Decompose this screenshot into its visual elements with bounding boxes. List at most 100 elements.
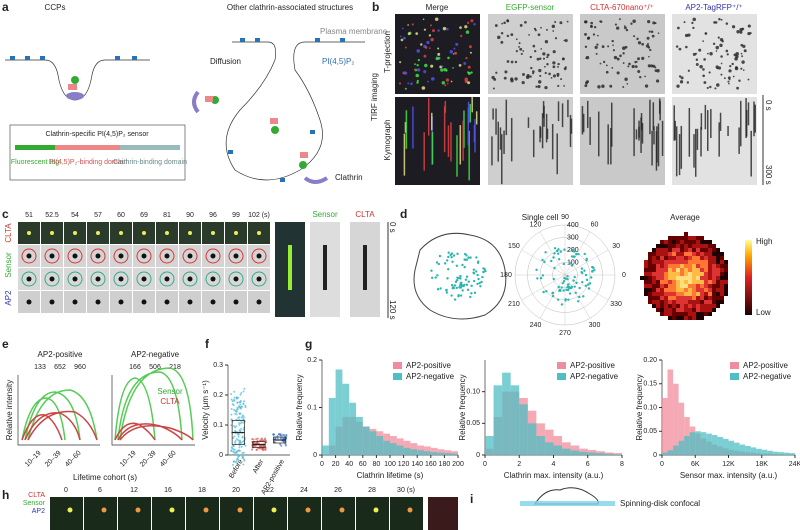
dot: [567, 298, 570, 301]
puncta: [584, 32, 587, 36]
heat-cell: [664, 260, 668, 264]
puncta: [742, 44, 746, 48]
x-tick-label: 8: [620, 461, 624, 468]
dot: [467, 280, 470, 283]
x-tick-label: 140: [411, 461, 423, 468]
heat-cell: [680, 252, 684, 256]
puncta: [27, 231, 31, 235]
puncta: [680, 76, 684, 80]
puncta: [631, 64, 635, 69]
dot: [481, 275, 484, 279]
puncta: [637, 57, 640, 61]
puncta: [525, 75, 530, 80]
angle-label: 240: [530, 322, 542, 329]
heat-cell: [684, 248, 688, 252]
heat-cell: [680, 256, 684, 260]
point: [239, 407, 242, 410]
puncta: [210, 253, 216, 259]
kymo-streak: [551, 124, 554, 160]
heat-cell: [712, 256, 716, 260]
dot: [470, 292, 473, 295]
puncta: [441, 65, 444, 68]
heat-cell: [648, 276, 652, 280]
dot: [447, 255, 450, 259]
heat-cell: [644, 260, 648, 264]
heat-cell: [668, 292, 672, 296]
cohort: 20–39: [139, 450, 158, 469]
heat-cell: [656, 308, 660, 312]
bar: [403, 447, 411, 455]
dot: [570, 255, 574, 258]
puncta: [649, 48, 652, 52]
heat-cell: [656, 284, 660, 288]
time-label: 69: [140, 212, 148, 219]
x-tick-label: Before: [228, 458, 244, 479]
heat-cell: [652, 316, 656, 320]
puncta: [518, 42, 521, 45]
heat-cell: [688, 264, 692, 268]
heat-cell: [660, 256, 664, 260]
heat-cell: [724, 256, 728, 260]
dot: [566, 277, 569, 281]
heat-cell: [640, 248, 644, 252]
heat-cell: [640, 240, 644, 244]
bar: [536, 436, 545, 455]
heat-cell: [716, 276, 720, 280]
heat-cell: [672, 284, 676, 288]
dot: [484, 269, 487, 273]
x-tick-label: 0: [660, 461, 664, 468]
heat-cell: [700, 312, 704, 316]
point: [235, 413, 238, 416]
bar: [430, 452, 438, 455]
kymo-streak: [463, 110, 465, 148]
puncta: [141, 299, 147, 305]
bar: [761, 449, 768, 455]
legend-swatch: [393, 373, 402, 380]
legend-swatch: [730, 373, 739, 380]
heat-cell: [684, 316, 688, 320]
heat-cell: [680, 280, 684, 284]
point: [242, 402, 245, 405]
puncta: [599, 20, 603, 23]
heat-cell: [696, 232, 700, 236]
kymo-streak: [467, 101, 470, 124]
heat-cell: [660, 236, 664, 240]
clta-curve: [21, 410, 98, 441]
puncta: [373, 507, 379, 513]
y-tick-label: 0.2: [307, 357, 317, 364]
y-tick-label: 0: [313, 452, 317, 459]
heat-cell: [720, 236, 724, 240]
roi: [205, 248, 221, 264]
heat-cell: [668, 252, 672, 256]
heat-cell: [720, 292, 724, 296]
dot: [578, 295, 581, 299]
dot: [473, 291, 477, 294]
puncta: [467, 65, 471, 69]
heat-cell: [692, 292, 696, 296]
heat-cell: [668, 312, 672, 316]
heat-cell: [676, 232, 680, 236]
puncta: [587, 36, 591, 40]
kymo-streak: [678, 134, 681, 176]
heat-cell: [680, 292, 684, 296]
heat-cell: [696, 316, 700, 320]
heat-cell: [652, 240, 656, 244]
kymo-streak: [696, 128, 699, 150]
dot: [445, 291, 449, 294]
puncta: [709, 52, 713, 56]
heat-cell: [652, 276, 656, 280]
puncta: [716, 67, 719, 70]
heat-cell: [668, 280, 672, 284]
heat-cell: [652, 292, 656, 296]
row-label: CLTA: [28, 492, 45, 499]
point: [242, 390, 245, 393]
roi: [90, 271, 106, 287]
heat-cell: [724, 284, 728, 288]
kymo-streak: [561, 103, 564, 128]
heat-cell: [700, 272, 704, 276]
legend-swatch: [557, 362, 566, 369]
puncta: [636, 37, 639, 41]
kymo-streak: [657, 123, 660, 167]
puncta: [654, 22, 657, 25]
puncta: [503, 76, 507, 80]
